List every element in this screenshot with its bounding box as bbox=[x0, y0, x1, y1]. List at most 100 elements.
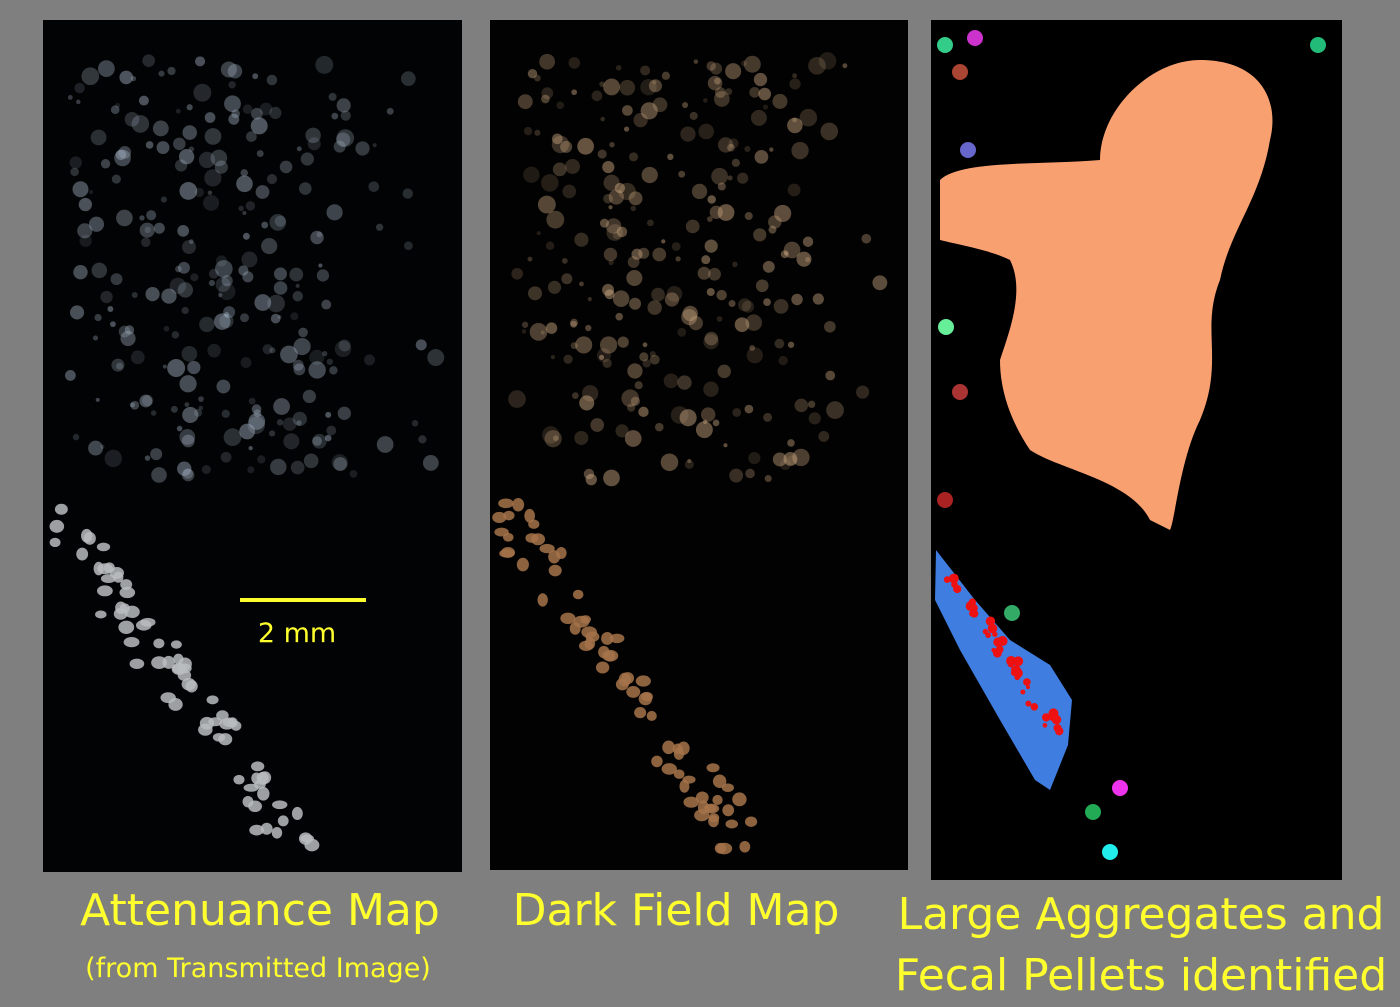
texture-dot bbox=[216, 255, 228, 267]
texture-dot bbox=[599, 81, 605, 87]
texture-dot bbox=[291, 806, 303, 821]
texture-dot bbox=[551, 135, 570, 154]
texture-dot bbox=[527, 256, 533, 262]
texture-dot bbox=[404, 241, 413, 251]
texture-dot bbox=[706, 763, 720, 773]
texture-dot bbox=[985, 616, 996, 626]
texture-dot bbox=[652, 247, 667, 262]
texture-dot bbox=[527, 68, 538, 79]
texture-dot bbox=[708, 267, 721, 281]
texture-dot bbox=[661, 71, 671, 80]
texture-dot bbox=[236, 175, 253, 193]
texture-dot bbox=[144, 455, 151, 461]
scale-bar-label: 2 mm bbox=[258, 618, 336, 649]
texture-dot bbox=[415, 339, 427, 351]
texture-dot bbox=[732, 792, 747, 807]
texture-dot bbox=[805, 256, 811, 263]
panel-title: Large Aggregates and bbox=[898, 889, 1385, 940]
texture-dot bbox=[796, 251, 812, 267]
texture-dot bbox=[167, 66, 176, 76]
texture-dot bbox=[539, 53, 555, 70]
texture-dot bbox=[808, 412, 821, 425]
texture-dot bbox=[987, 623, 998, 634]
texture-dot bbox=[283, 433, 300, 450]
texture-dot bbox=[253, 409, 262, 418]
texture-dot bbox=[713, 91, 730, 107]
texture-dot bbox=[572, 392, 579, 399]
texture-dot bbox=[627, 363, 643, 379]
texture-dot bbox=[207, 190, 213, 195]
texture-dot bbox=[608, 205, 613, 210]
texture-dot bbox=[1042, 722, 1048, 728]
texture-dot bbox=[1004, 605, 1020, 621]
texture-dot bbox=[254, 294, 272, 311]
texture-dot bbox=[749, 87, 761, 98]
texture-dot bbox=[107, 306, 114, 312]
texture-dot bbox=[787, 183, 801, 197]
texture-dot bbox=[282, 417, 297, 431]
texture-dot bbox=[744, 404, 754, 414]
texture-dot bbox=[516, 557, 529, 572]
texture-dot bbox=[103, 562, 115, 573]
texture-dot bbox=[257, 786, 270, 801]
texture-dot bbox=[221, 409, 230, 418]
texture-dot bbox=[72, 181, 89, 198]
texture-dot bbox=[318, 263, 323, 268]
texture-dot bbox=[494, 527, 509, 537]
texture-dot bbox=[521, 321, 529, 328]
texture-dot bbox=[937, 37, 953, 53]
texture-dot bbox=[764, 474, 772, 483]
texture-dot bbox=[789, 78, 801, 90]
texture-dot bbox=[792, 117, 797, 123]
texture-dot bbox=[758, 87, 772, 101]
texture-dot bbox=[181, 434, 195, 448]
texture-dot bbox=[312, 436, 323, 446]
texture-dot bbox=[223, 428, 242, 447]
texture-dot bbox=[551, 133, 563, 145]
texture-dot bbox=[233, 774, 245, 785]
texture-dot bbox=[114, 149, 131, 167]
texture-dot bbox=[682, 305, 698, 322]
texture-dot bbox=[779, 459, 791, 471]
texture-dot bbox=[707, 75, 723, 91]
texture-dot bbox=[324, 434, 332, 442]
texture-dot bbox=[355, 141, 370, 156]
texture-dot bbox=[820, 122, 839, 141]
texture-dot bbox=[818, 430, 830, 442]
texture-dot bbox=[259, 102, 273, 116]
texture-dot bbox=[292, 411, 307, 427]
texture-dot bbox=[312, 433, 327, 449]
texture-dot bbox=[649, 350, 656, 358]
texture-dot bbox=[642, 342, 648, 348]
texture-dot bbox=[272, 800, 288, 810]
attenuance-panel bbox=[43, 20, 462, 872]
texture-dot bbox=[703, 334, 719, 350]
texture-dot bbox=[174, 159, 188, 172]
texture-dot bbox=[260, 822, 273, 835]
texture-dot bbox=[1030, 703, 1039, 711]
texture-dot bbox=[630, 205, 637, 212]
texture-dot bbox=[246, 131, 257, 142]
texture-dot bbox=[630, 396, 641, 406]
pellet-centers bbox=[943, 573, 1064, 736]
texture-dot bbox=[70, 167, 79, 177]
texture-dot bbox=[251, 772, 262, 785]
texture-dot bbox=[774, 338, 785, 349]
texture-dot bbox=[179, 429, 196, 445]
texture-dot bbox=[704, 331, 719, 346]
texture-dot bbox=[711, 167, 728, 185]
texture-dot bbox=[556, 101, 565, 110]
texture-dot bbox=[772, 452, 787, 467]
texture-dot bbox=[787, 117, 803, 134]
texture-dot bbox=[262, 344, 273, 355]
texture-dot bbox=[773, 299, 789, 314]
texture-dot bbox=[693, 59, 699, 64]
texture-dot bbox=[221, 275, 233, 287]
texture-dot bbox=[703, 381, 719, 397]
texture-dot bbox=[304, 838, 320, 852]
texture-dot bbox=[727, 143, 735, 152]
texture-dot bbox=[77, 223, 93, 239]
texture-dot bbox=[523, 166, 540, 183]
texture-dot bbox=[679, 409, 697, 427]
texture-dot bbox=[563, 354, 573, 364]
